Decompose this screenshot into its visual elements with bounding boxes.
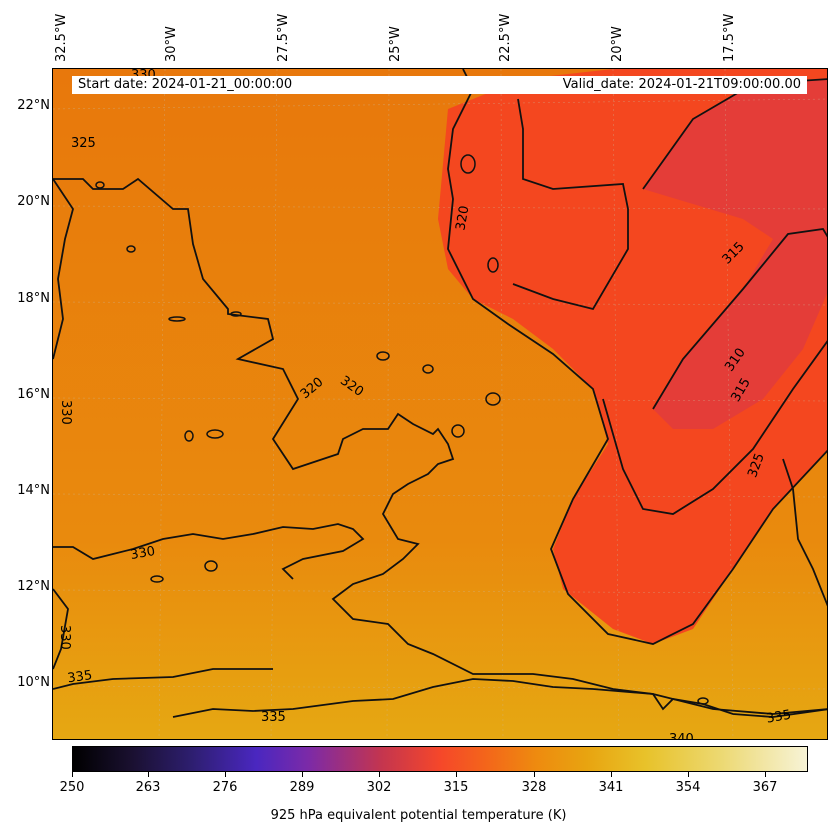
contour-label: 335 — [261, 710, 286, 725]
map-field: 325 320 315 310 315 325 320 320 330 330 … — [53, 69, 827, 740]
colorbar-tick: 328 — [521, 780, 547, 795]
colorbar-label: 925 hPa equivalent potential temperature… — [270, 808, 567, 823]
colorbar-tick: 276 — [212, 780, 238, 795]
colorbar-tick: 289 — [289, 780, 315, 795]
contour-label: 330 — [57, 625, 72, 650]
lat-tick: 18°N — [17, 291, 50, 306]
core-region — [643, 79, 827, 429]
colorbar-tick: 367 — [752, 780, 778, 795]
colorbar-tick: 250 — [59, 780, 85, 795]
colorbar-tick-mark — [765, 772, 766, 777]
colorbar — [72, 746, 808, 772]
colorbar-tick-mark — [225, 772, 226, 777]
lat-tick: 14°N — [17, 483, 50, 498]
lat-tick: 20°N — [17, 194, 50, 209]
contour-label: 335 — [67, 668, 94, 686]
contour-label: 325 — [71, 136, 96, 151]
contour-label: 330 — [129, 544, 156, 563]
colorbar-tick-mark — [456, 772, 457, 777]
map-panel[interactable]: 325 320 315 310 315 325 320 320 330 330 … — [52, 68, 828, 740]
colorbar-tick-mark — [148, 772, 149, 777]
lon-tick: 17.5°W — [722, 13, 737, 62]
lat-tick: 16°N — [17, 387, 50, 402]
lon-tick: 25°W — [388, 26, 403, 62]
colorbar-tick: 263 — [135, 780, 161, 795]
lat-tick: 10°N — [17, 675, 50, 690]
colorbar-tick: 354 — [675, 780, 701, 795]
colorbar-tick-mark — [534, 772, 535, 777]
contour-label: 330 — [58, 400, 73, 425]
contour-label: 320 — [453, 205, 472, 232]
graticule — [53, 69, 827, 739]
colorbar-tick-mark — [379, 772, 380, 777]
colorbar-tick-mark — [302, 772, 303, 777]
lon-tick: 22.5°W — [498, 13, 513, 62]
start-date-label: Start date: 2024-01-21_00:00:00 — [78, 77, 293, 92]
lon-tick: 20°W — [610, 26, 625, 62]
lon-tick: 32.5°W — [54, 13, 69, 62]
contour-label: 340 — [669, 732, 694, 740]
lon-tick: 27.5°W — [276, 13, 291, 62]
colorbar-tick-mark — [611, 772, 612, 777]
lat-tick: 12°N — [17, 579, 50, 594]
lat-tick: 22°N — [17, 98, 50, 113]
valid-date-label: Valid_date: 2024-01-21T09:00:00.00 — [562, 77, 801, 92]
colorbar-tick-mark — [688, 772, 689, 777]
islands — [95, 154, 709, 705]
lon-tick: 30°W — [164, 26, 179, 62]
contour-label: 335 — [765, 708, 792, 727]
date-info-bar: Start date: 2024-01-21_00:00:00 Valid_da… — [72, 76, 807, 94]
colorbar-tick: 302 — [366, 780, 392, 795]
colorbar-tick-mark — [72, 772, 73, 777]
colorbar-tick: 315 — [443, 780, 469, 795]
colorbar-tick: 341 — [598, 780, 624, 795]
